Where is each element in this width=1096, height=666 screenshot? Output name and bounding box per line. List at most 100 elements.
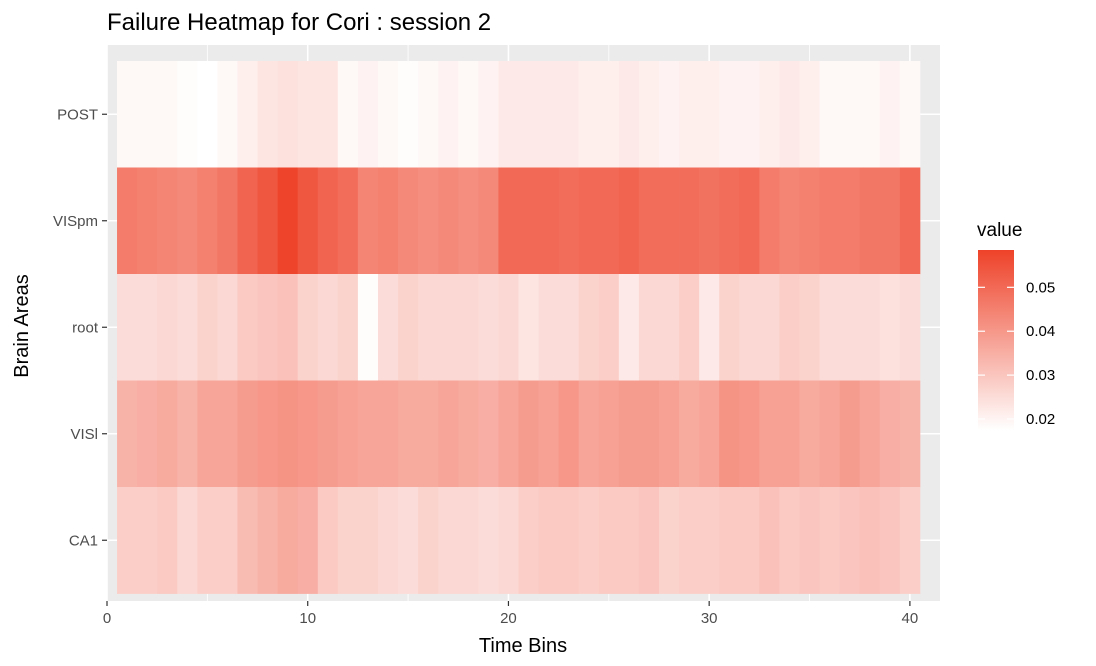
heatmap-cell xyxy=(538,487,560,594)
heatmap-cell xyxy=(418,274,439,381)
heatmap-cell xyxy=(638,167,660,275)
heatmap-cell xyxy=(739,380,760,488)
legend-colorbar xyxy=(978,250,1014,430)
heatmap-cell xyxy=(779,487,800,594)
heatmap-cell xyxy=(458,274,479,381)
heatmap-cell xyxy=(799,380,820,488)
heatmap-cell xyxy=(679,61,700,168)
heatmap-cell xyxy=(317,380,339,488)
heatmap-cells xyxy=(117,61,921,594)
heatmap-cell xyxy=(899,167,921,275)
heatmap-cell xyxy=(699,487,720,594)
heatmap-cell xyxy=(719,167,740,275)
heatmap-cell xyxy=(879,487,901,594)
heatmap-cell xyxy=(418,380,439,488)
heatmap-cell xyxy=(839,487,861,594)
heatmap-cell xyxy=(759,380,780,488)
heatmap-cell xyxy=(658,487,680,594)
heatmap-cell xyxy=(518,61,539,168)
heatmap-cell xyxy=(538,61,560,168)
heatmap-cell xyxy=(157,274,178,381)
y-tick-label: CA1 xyxy=(69,532,98,549)
heatmap-cell xyxy=(699,167,720,275)
heatmap-cell xyxy=(337,380,359,488)
heatmap-cell xyxy=(598,61,620,168)
heatmap-cell xyxy=(177,61,198,168)
heatmap-cell xyxy=(879,167,901,275)
color-legend: value 0.02 0.03 0.04 0.05 xyxy=(977,220,1055,430)
heatmap-cell xyxy=(157,61,178,168)
heatmap-cell xyxy=(137,487,158,594)
y-axis: POST VISpm root VISl CA1 xyxy=(53,106,107,549)
heatmap-cell xyxy=(819,61,841,168)
heatmap-cell xyxy=(217,380,238,488)
heatmap-cell xyxy=(799,61,820,168)
heatmap-cell xyxy=(398,380,419,488)
heatmap-cell xyxy=(317,167,339,275)
heatmap-cell xyxy=(879,380,901,488)
heatmap-cell xyxy=(217,61,238,168)
heatmap-cell xyxy=(779,61,800,168)
heatmap-cell xyxy=(117,61,138,168)
heatmap-cell xyxy=(799,274,820,381)
heatmap-cell xyxy=(257,380,279,488)
heatmap-cell xyxy=(819,167,841,275)
y-tick-label: VISl xyxy=(70,426,98,443)
heatmap-cell xyxy=(217,167,238,275)
heatmap-cell xyxy=(337,274,359,381)
heatmap-cell xyxy=(458,380,479,488)
heatmap-cell xyxy=(658,274,680,381)
heatmap-cell xyxy=(237,487,258,594)
heatmap-cell xyxy=(719,274,740,381)
heatmap-cell xyxy=(297,274,319,381)
heatmap-cell xyxy=(638,61,660,168)
heatmap-cell xyxy=(297,61,319,168)
x-tick-label: 0 xyxy=(103,610,111,627)
heatmap-cell xyxy=(478,380,499,488)
heatmap-cell xyxy=(277,380,299,488)
heatmap-cell xyxy=(458,167,479,275)
heatmap-cell xyxy=(377,487,399,594)
heatmap-cell xyxy=(117,167,138,275)
heatmap-cell xyxy=(518,380,539,488)
x-tick-label: 20 xyxy=(500,610,517,627)
heatmap-cell xyxy=(679,487,700,594)
heatmap-cell xyxy=(257,61,279,168)
heatmap-cell xyxy=(558,61,580,168)
heatmap-cell xyxy=(478,167,499,275)
heatmap-cell xyxy=(478,61,499,168)
heatmap-cell xyxy=(598,274,620,381)
heatmap-cell xyxy=(117,380,138,488)
heatmap-cell xyxy=(297,167,319,275)
legend-tick-label: 0.05 xyxy=(1026,279,1055,296)
heatmap-cell xyxy=(478,274,499,381)
heatmap-cell xyxy=(558,167,580,275)
heatmap-cell xyxy=(377,61,399,168)
heatmap-cell xyxy=(297,380,319,488)
heatmap-cell xyxy=(277,274,299,381)
heatmap-cell xyxy=(498,274,519,381)
heatmap-cell xyxy=(317,274,339,381)
heatmap-cell xyxy=(658,380,680,488)
heatmap-cell xyxy=(618,380,640,488)
heatmap-cell xyxy=(578,61,600,168)
heatmap-cell xyxy=(819,380,841,488)
heatmap-cell xyxy=(679,167,700,275)
heatmap-cell xyxy=(859,380,881,488)
heatmap-cell xyxy=(879,61,901,168)
heatmap-cell xyxy=(377,167,399,275)
y-tick-label: POST xyxy=(57,106,98,123)
heatmap-cell xyxy=(638,487,660,594)
heatmap-cell xyxy=(237,167,258,275)
heatmap-cell xyxy=(618,167,640,275)
legend-tick-label: 0.04 xyxy=(1026,323,1055,340)
heatmap-cell xyxy=(658,167,680,275)
heatmap-cell xyxy=(277,61,299,168)
heatmap-cell xyxy=(438,167,459,275)
heatmap-cell xyxy=(879,274,901,381)
heatmap-cell xyxy=(498,167,519,275)
heatmap-cell xyxy=(398,487,419,594)
heatmap-cell xyxy=(859,274,881,381)
x-tick-label: 30 xyxy=(701,610,718,627)
